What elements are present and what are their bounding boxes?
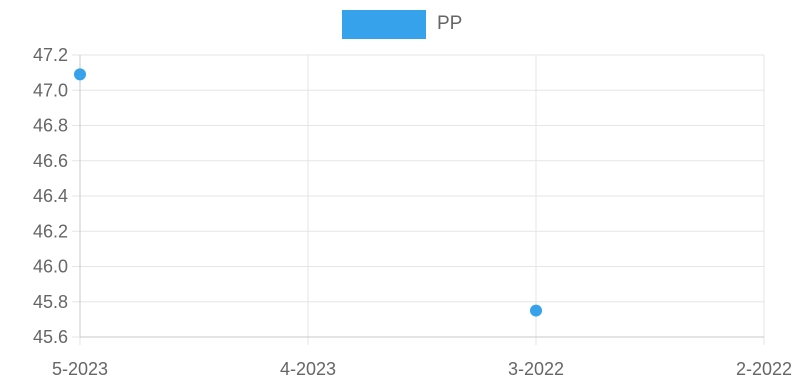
data-point <box>530 304 542 317</box>
y-axis-tick-labels: 47.2 47.0 46.8 46.6 46.4 46.2 46.0 45.8 45.6 <box>33 45 68 347</box>
x-axis-tick-labels: 5-2023 4-2023 3-2022 2-2022 <box>52 359 792 379</box>
y-tick-label: 46.4 <box>33 186 68 206</box>
axes <box>79 55 764 338</box>
y-tick-label: 46.8 <box>33 116 68 136</box>
grid-lines <box>72 54 765 345</box>
data-points <box>74 68 542 317</box>
legend[interactable]: PP <box>340 8 462 41</box>
y-tick-label: 46.0 <box>33 257 68 277</box>
y-tick-label: 47.2 <box>33 45 68 65</box>
y-tick-label: 46.6 <box>33 151 68 171</box>
x-tick-label: 5-2023 <box>52 359 108 379</box>
y-tick-label: 46.2 <box>33 221 68 241</box>
x-tick-label: 3-2022 <box>508 359 564 379</box>
x-tick-label: 4-2023 <box>280 359 336 379</box>
legend-label-pp[interactable]: PP <box>437 13 462 34</box>
y-tick-label: 45.8 <box>33 292 68 312</box>
y-tick-label: 47.0 <box>33 80 68 100</box>
legend-swatch-pp[interactable] <box>340 8 428 41</box>
x-tick-label: 2-2022 <box>736 359 792 379</box>
y-tick-label: 45.6 <box>33 327 68 347</box>
data-point <box>74 68 86 81</box>
